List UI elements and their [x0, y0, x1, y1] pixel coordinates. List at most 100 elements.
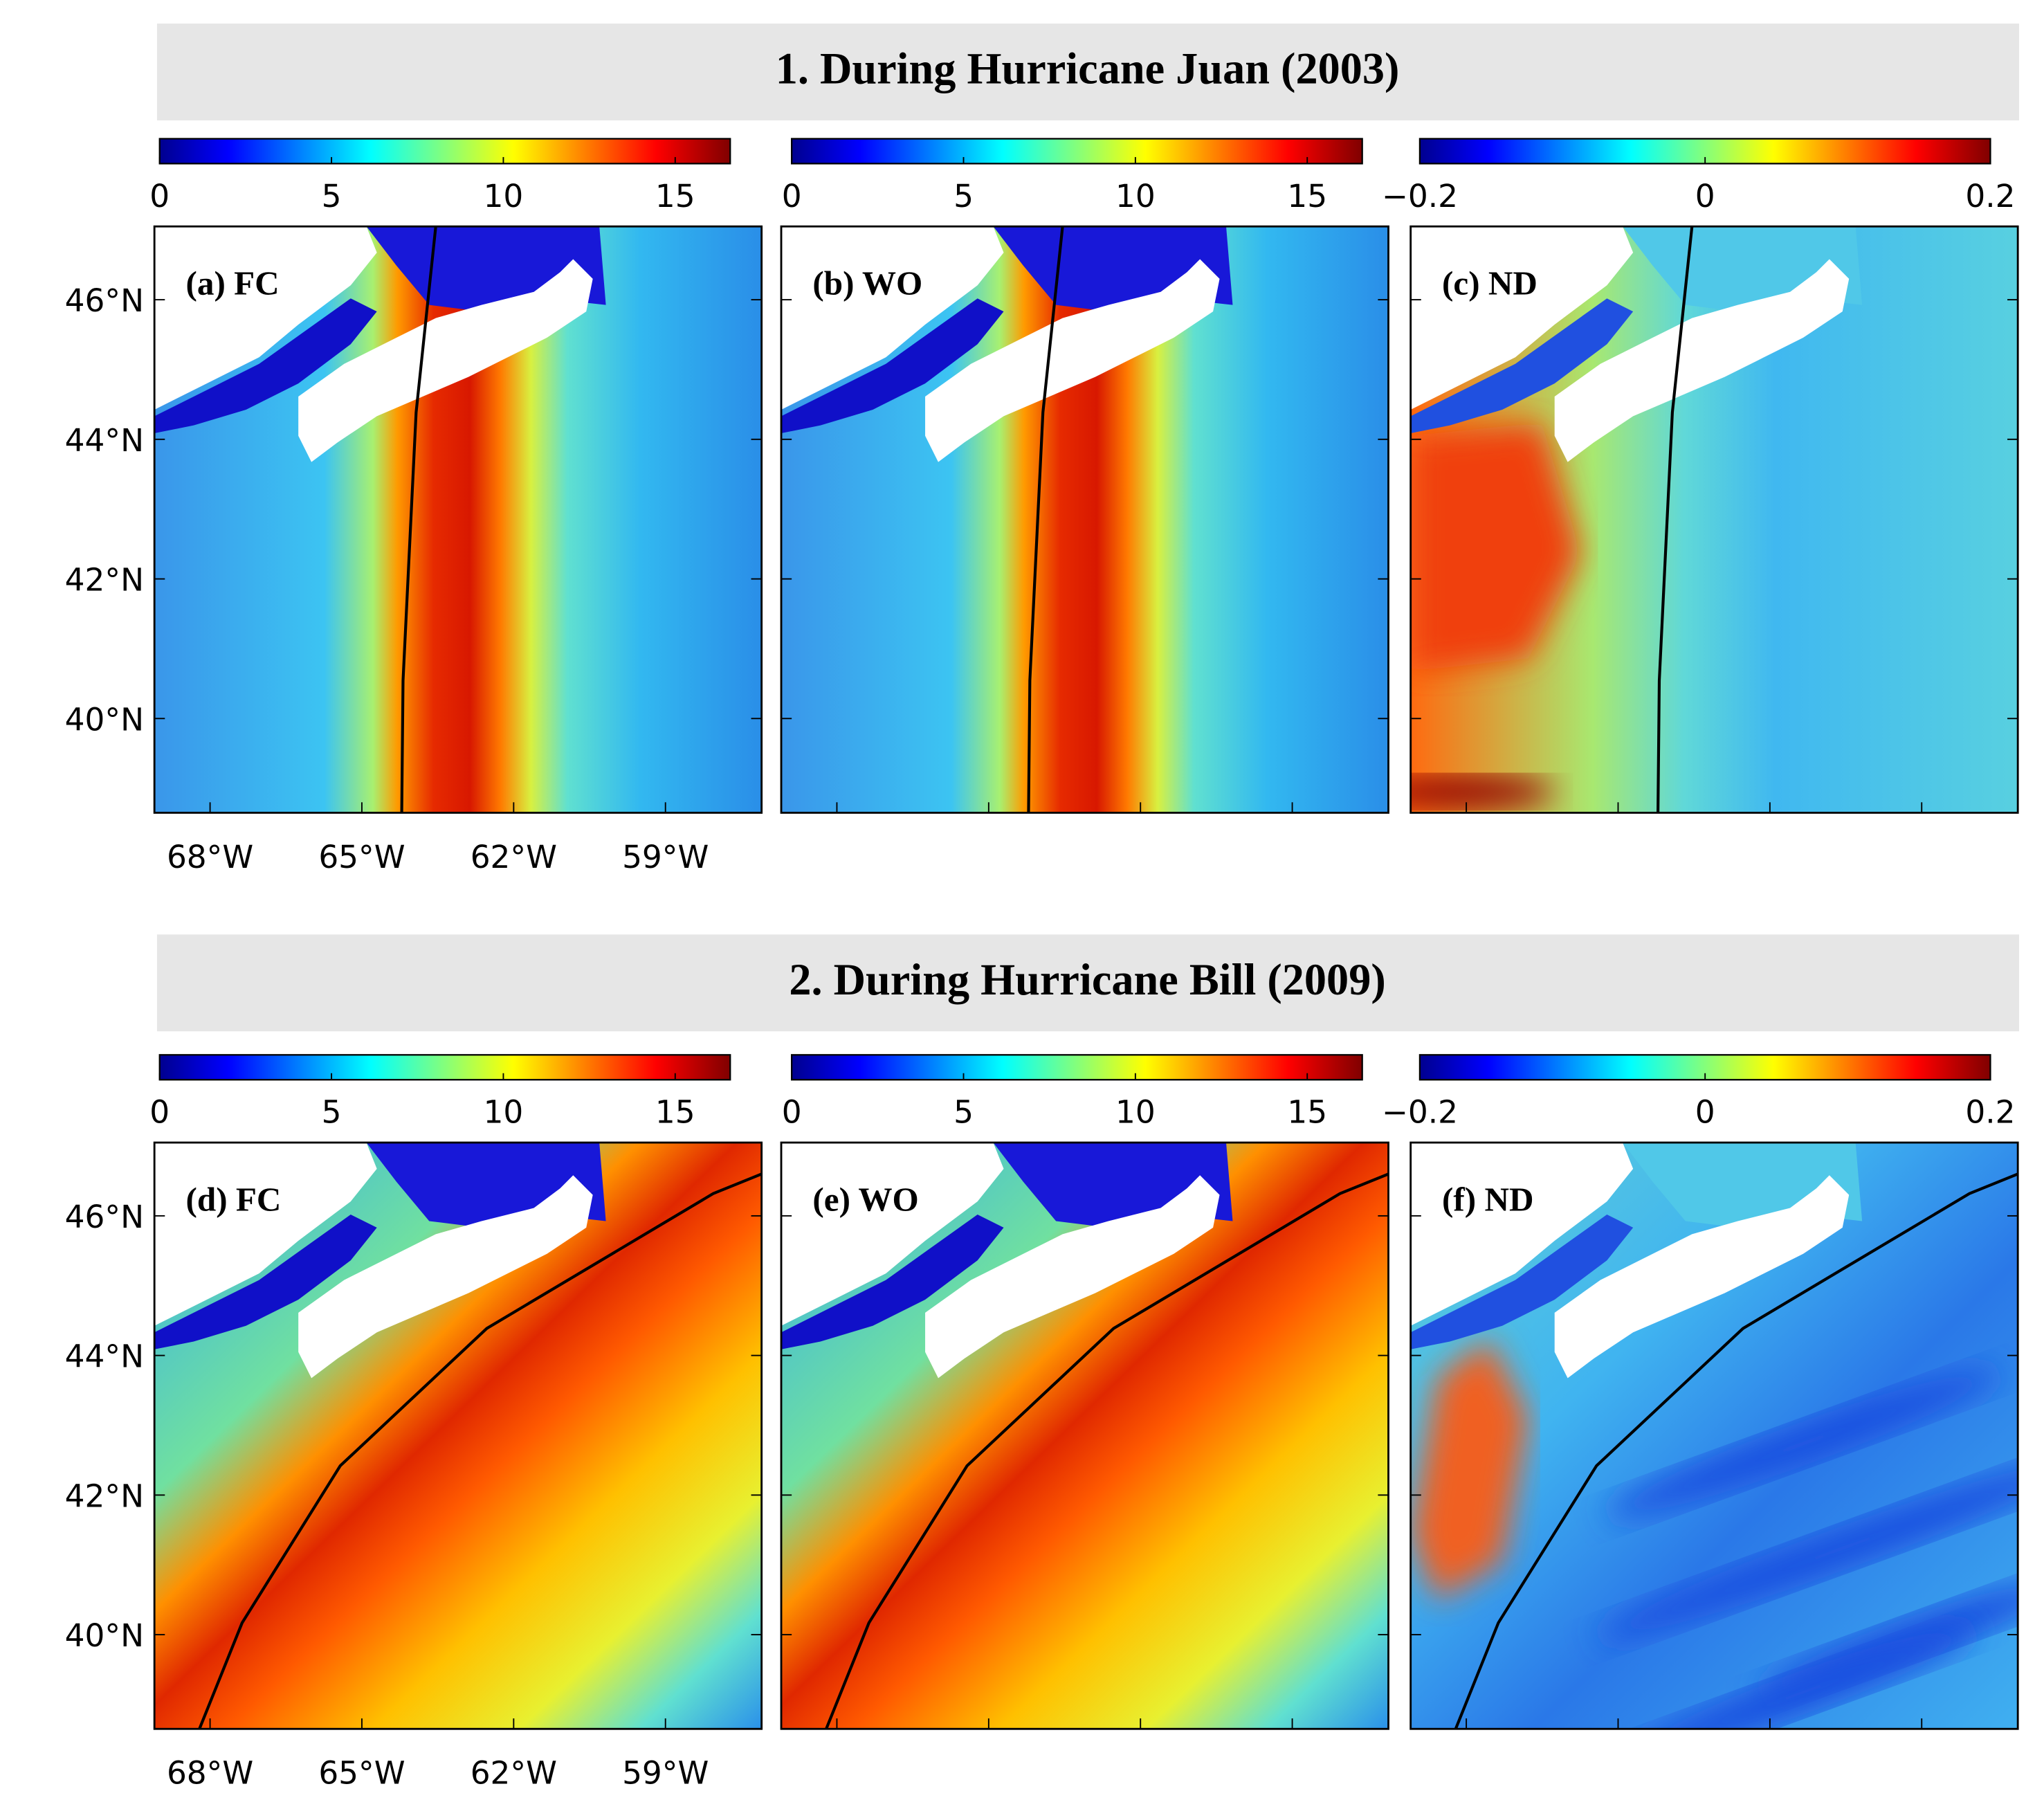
colorbar-tick-label: 0.2: [1965, 1094, 2015, 1131]
panel-border: [1409, 225, 2019, 814]
land: [1410, 226, 1634, 410]
panel-label: (a) FC: [186, 264, 280, 302]
map-field: [154, 1143, 762, 1729]
map-field: [154, 226, 762, 813]
panel-border: [780, 1141, 1389, 1730]
shallow-water: [1410, 1215, 1634, 1349]
title-banner: [156, 934, 2020, 1032]
title-banner: [156, 24, 2020, 121]
panel-label: (d) FC: [186, 1180, 282, 1218]
map-field: [1410, 1143, 2018, 1729]
colorbar-tick-label: 15: [655, 178, 695, 215]
land: [1554, 1175, 1850, 1379]
land: [925, 259, 1220, 462]
lat-tick-label: 42°N: [65, 1478, 144, 1514]
colorbar-tick-label: 15: [655, 1094, 695, 1131]
colorbar: [791, 138, 1363, 165]
lon-tick-label: 65°W: [318, 839, 405, 875]
colorbar-tick-label: 5: [322, 178, 342, 215]
anomaly: [1606, 1369, 2000, 1518]
lon-tick-label: 59°W: [622, 839, 709, 875]
storm-track: [197, 1172, 762, 1729]
colorbar-tick-label: 10: [1115, 178, 1156, 215]
land: [781, 226, 1004, 410]
storm-track: [1027, 226, 1064, 813]
lat-tick-label: 40°N: [65, 1617, 144, 1654]
map-panel: (a) FC 46°N 44°N 42°N 40°N 68°W 65°W 62°W 59°W: [65, 225, 763, 875]
lon-tick-label: 68°W: [167, 839, 253, 875]
land: [298, 259, 593, 462]
colorbar-tick-label: 5: [953, 1094, 974, 1131]
map-panel: (c) ND: [1409, 225, 2019, 814]
colorbar-tick-label: 10: [484, 1094, 524, 1131]
colorbar: [791, 1054, 1363, 1081]
land: [1410, 1143, 1634, 1326]
colorbar: [158, 138, 731, 165]
land: [1554, 259, 1850, 462]
map-field: [781, 1143, 1389, 1729]
panel-label: (b) WO: [812, 264, 922, 302]
colorbar-tick-label: 5: [953, 178, 974, 215]
lat-tick-label: 40°N: [65, 701, 144, 738]
map-panel: (f) ND: [1409, 1141, 2019, 1730]
land: [925, 1175, 1220, 1379]
colorbar-tick-label: 0: [149, 178, 170, 215]
lat-tick-label: 44°N: [65, 1338, 144, 1375]
anomaly: [1410, 1338, 1529, 1601]
panel-border: [1409, 1141, 2019, 1730]
map-field: [1410, 226, 2018, 813]
storm-track: [1657, 226, 1694, 813]
shallow-water: [781, 1215, 1004, 1349]
land: [781, 1143, 1004, 1326]
colorbar-tick-label: 0.2: [1965, 178, 2015, 215]
storm-track: [400, 226, 437, 813]
colorbar-tick-label: 15: [1287, 178, 1327, 215]
colorbar: [158, 1054, 731, 1081]
lat-tick-label: 46°N: [65, 1199, 144, 1235]
land: [298, 1175, 593, 1379]
colorbar-tick-label: 0: [1695, 178, 1715, 215]
land: [154, 226, 377, 410]
section-title: 2. During Hurricane Bill (2009): [789, 955, 1385, 1004]
lat-tick-label: 44°N: [65, 422, 144, 459]
lon-tick-label: 62°W: [471, 839, 557, 875]
map-panel: (b) WO: [780, 225, 1389, 814]
anomaly: [1410, 776, 1555, 808]
map-field: [781, 226, 1389, 813]
panel-border: [780, 225, 1389, 814]
colorbar-tick-label: 5: [322, 1094, 342, 1131]
anomaly: [1596, 1456, 2018, 1640]
colorbar-tick-label: 10: [1115, 1094, 1156, 1131]
colorbar-tick-label: 10: [484, 178, 524, 215]
colorbar-tick-label: 15: [1287, 1094, 1327, 1131]
storm-track: [1454, 1172, 2018, 1729]
shallow-water: [781, 298, 1004, 433]
land: [154, 1143, 377, 1326]
panel-border: [153, 1141, 763, 1730]
colorbar-tick-label: 0: [1695, 1094, 1715, 1131]
storm-track: [824, 1172, 1389, 1729]
lon-tick-label: 62°W: [471, 1755, 557, 1792]
colorbar-tick-label: −0.2: [1382, 178, 1458, 215]
lon-tick-label: 68°W: [167, 1755, 253, 1792]
shallow-water: [1410, 298, 1634, 433]
colorbar-tick-label: 0: [149, 1094, 170, 1131]
lat-tick-label: 42°N: [65, 562, 144, 599]
shallow-water: [154, 1215, 377, 1349]
colorbar-tick-label: 0: [782, 178, 802, 215]
lon-tick-label: 65°W: [318, 1755, 405, 1792]
lon-tick-label: 59°W: [622, 1755, 709, 1792]
shallow-water: [154, 298, 377, 433]
colorbar-tick-label: 0: [782, 1094, 802, 1131]
panel-label: (c) ND: [1442, 264, 1537, 302]
section-title: 1. During Hurricane Juan (2003): [776, 44, 1400, 93]
colorbar-tick-label: −0.2: [1382, 1094, 1458, 1131]
anomaly: [1631, 1626, 1976, 1729]
panel-label: (e) WO: [812, 1180, 918, 1218]
map-panel: (d) FC 46°N 44°N 42°N 40°N 68°W 65°W 62°W 59°W: [65, 1141, 763, 1792]
map-panel: (e) WO: [780, 1141, 1389, 1730]
lat-tick-label: 46°N: [65, 282, 144, 319]
panel-border: [153, 225, 763, 814]
anomaly: [1410, 422, 1581, 672]
